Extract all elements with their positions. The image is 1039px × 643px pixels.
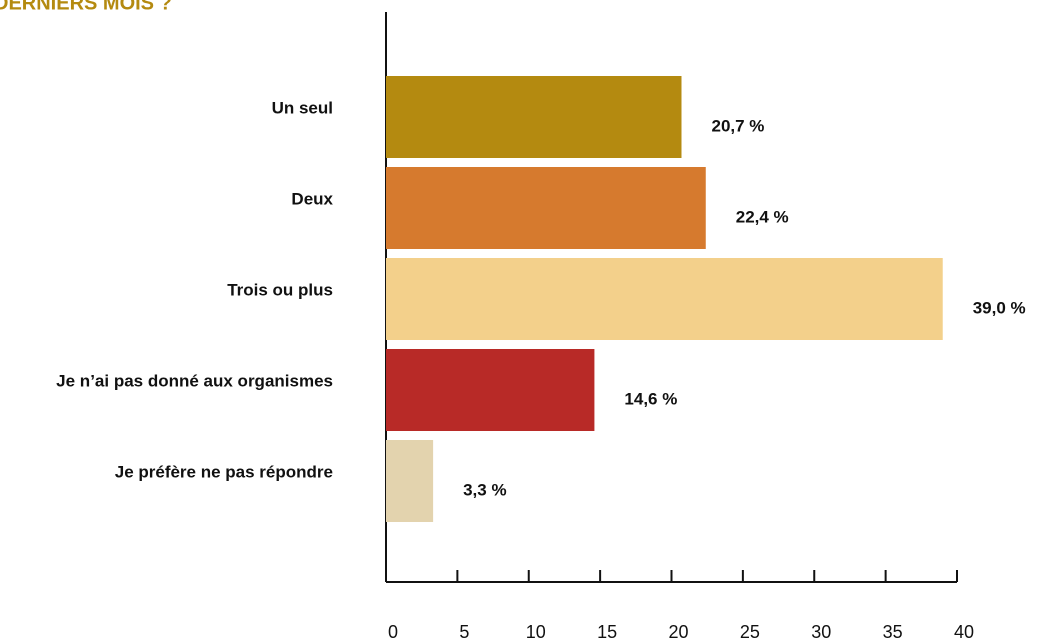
x-tick-label: 10 xyxy=(526,622,546,642)
x-tick-label: 35 xyxy=(883,622,903,642)
x-tick-label: 20 xyxy=(668,622,688,642)
chart-title: DERNIERS MOIS ? xyxy=(0,0,172,14)
x-tick-label: 40 xyxy=(954,622,974,642)
value-label: 39,0 % xyxy=(973,298,1026,317)
category-label: Je n’ai pas donné aux organismes xyxy=(56,371,333,390)
bar xyxy=(386,167,706,249)
bar xyxy=(386,349,595,431)
category-label: Trois ou plus xyxy=(227,280,333,299)
value-label: 14,6 % xyxy=(624,389,677,408)
category-label: Je préfère ne pas répondre xyxy=(115,462,333,481)
bar xyxy=(386,258,943,340)
value-label: 22,4 % xyxy=(736,207,789,226)
bar xyxy=(386,440,434,522)
x-tick-label: 25 xyxy=(740,622,760,642)
x-tick-label: 0 xyxy=(388,622,398,642)
x-tick-label: 30 xyxy=(811,622,831,642)
x-tick-label: 5 xyxy=(459,622,469,642)
value-label: 3,3 % xyxy=(463,480,506,499)
bar xyxy=(386,76,682,158)
category-label: Un seul xyxy=(272,98,333,117)
x-tick-label: 15 xyxy=(597,622,617,642)
value-label: 20,7 % xyxy=(711,116,764,135)
category-label: Deux xyxy=(291,189,333,208)
